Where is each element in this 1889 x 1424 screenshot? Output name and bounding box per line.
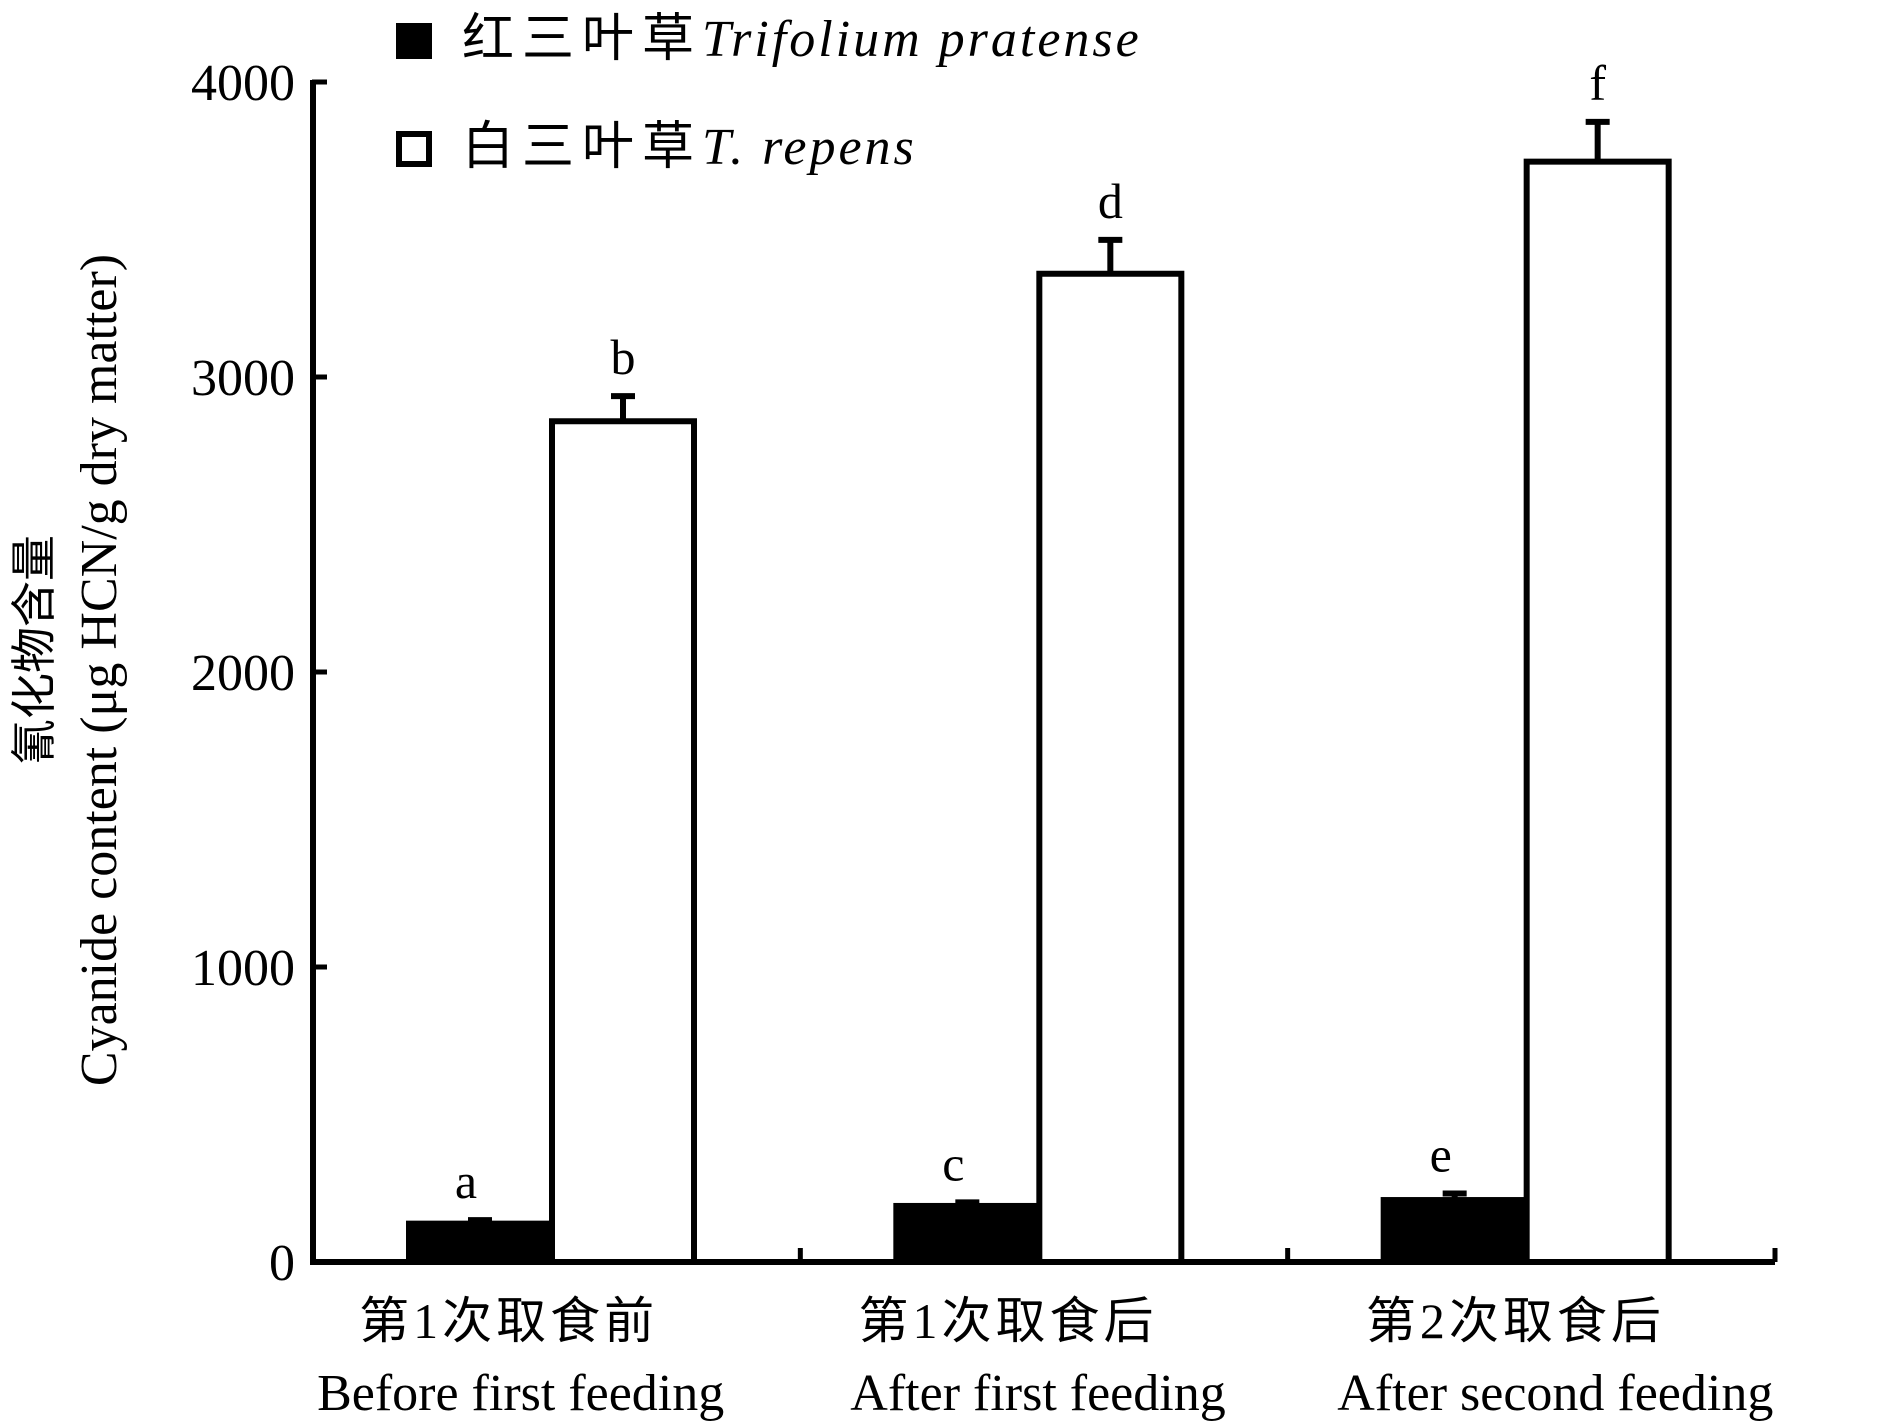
axes: 0 1000 2000 3000 4000 第1次取食前 Before first feed…	[191, 55, 1778, 1422]
significance-letter: f	[1589, 55, 1606, 111]
significance-letter: e	[1430, 1127, 1452, 1183]
bar	[1380, 1197, 1529, 1266]
y-tick-label: 4000	[191, 55, 295, 112]
significance-letter: c	[942, 1135, 964, 1191]
significance-letter: d	[1098, 173, 1123, 229]
legend-label-cn: 白三叶草	[462, 119, 702, 176]
x-category-label-cn: 第1次取食前	[359, 1293, 658, 1349]
y-axis-title-en: Cyanide content (μg HCN/g dry matter)	[71, 254, 128, 1086]
y-tick-label: 2000	[191, 645, 295, 702]
legend-label-species: Trifolium pratense	[702, 11, 1142, 68]
y-tick-label: 3000	[191, 350, 295, 407]
legend-label: 白三叶草T. repens	[462, 119, 917, 176]
legend-swatch	[396, 131, 432, 167]
y-tick-label: 0	[269, 1235, 295, 1292]
legend-swatch	[396, 23, 432, 59]
significance-letter: a	[455, 1153, 477, 1209]
x-category-label-en: After second feeding	[1337, 1365, 1773, 1422]
bar	[549, 418, 697, 1265]
legend-label-cn: 红三叶草	[462, 11, 702, 68]
bars: a b c d e f	[406, 55, 1672, 1266]
bar	[893, 1202, 1042, 1265]
bar	[1523, 158, 1672, 1265]
x-category-label-en: Before first feeding	[317, 1365, 724, 1422]
x-category-label-en: After first feeding	[850, 1365, 1225, 1422]
y-axis-title-cn: 氰化物含量	[9, 535, 60, 765]
x-category-label-cn: 第2次取食后	[1366, 1293, 1665, 1349]
significance-letter: b	[611, 329, 636, 385]
legend-label-species: T. repens	[702, 119, 917, 176]
x-category-label-cn: 第1次取食后	[859, 1293, 1158, 1349]
bar	[406, 1220, 554, 1266]
legend-label: 红三叶草Trifolium pratense	[462, 11, 1142, 68]
y-tick-label: 1000	[191, 940, 295, 997]
bar	[1036, 270, 1185, 1265]
